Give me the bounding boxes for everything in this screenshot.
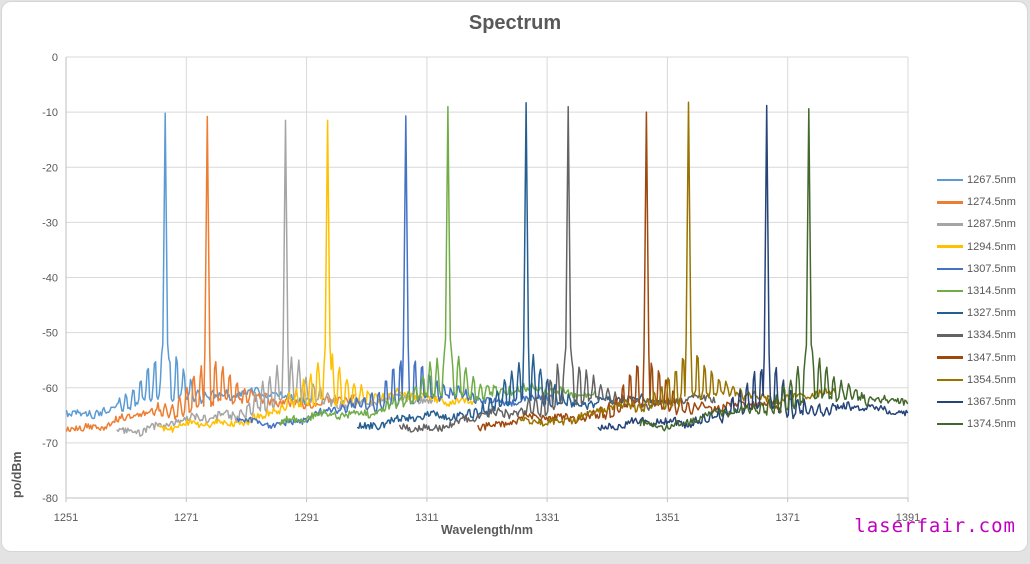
legend-swatch-line [937,289,963,293]
legend-swatch-line [937,311,963,315]
legend-swatch-line [937,223,963,226]
legend-swatch-line [937,378,963,382]
legend-label: 1307.5nm [967,262,1016,275]
x-tick-label: 1351 [655,512,679,524]
x-tick-label: 1371 [775,512,799,524]
legend-item: 1354.5nm [937,369,1029,391]
y-tick-label: -70 [42,438,58,450]
legend-item: 1314.5nm [937,280,1029,302]
series-line-1307.5nm [236,115,554,430]
legend-item: 1347.5nm [937,347,1029,369]
watermark: laserfair.com [854,515,1016,537]
series-line-1354.5nm [519,101,836,427]
legend-swatch-line [937,422,963,426]
legend-item: 1267.5nm [937,169,1029,191]
y-tick-label: -80 [42,493,58,505]
legend-label: 1327.5nm [967,307,1016,320]
legend-item: 1294.5nm [937,236,1029,258]
series-line-1294.5nm [158,119,476,433]
legend-item: 1374.5nm [937,413,1029,435]
legend-label: 1354.5nm [967,373,1016,386]
legend-item: 1367.5nm [937,391,1029,413]
legend-label: 1294.5nm [967,240,1016,253]
x-tick-label: 1291 [294,512,318,524]
legend-label: 1374.5nm [967,418,1016,431]
y-tick-label: -10 [42,107,58,119]
series-line-1374.5nm [639,108,909,432]
y-tick-label: -40 [42,273,58,285]
y-axis-label: po/dBm [10,451,24,498]
series-line-1274.5nm [65,115,355,433]
y-tick-label: -60 [42,383,58,395]
legend-swatch-line [937,400,963,404]
legend-swatch-line [937,201,963,204]
x-tick-label: 1311 [415,512,439,524]
legend-swatch-line [937,178,963,182]
legend: 1267.5nm 1274.5nm 1287.5nm 1294.5nm 1307.5nm… [937,169,1029,435]
x-tick-label: 1391 [896,512,920,524]
legend-item: 1287.5nm [937,213,1029,235]
legend-item: 1334.5nm [937,324,1029,346]
legend-item: 1274.5nm [937,191,1029,213]
legend-label: 1314.5nm [967,285,1016,298]
legend-label: 1267.5nm [967,174,1016,187]
legend-label: 1274.5nm [967,196,1016,209]
legend-label: 1367.5nm [967,395,1016,408]
spectrum-plot: 0 -10 -20 -30 -40 -50 -60 -70 -80 1251 1271 1291 131… [42,52,920,524]
chart-frame [1,1,1028,552]
chart-title: Spectrum [468,12,562,34]
legend-swatch-line [937,334,963,337]
legend-item: 1307.5nm [937,258,1029,280]
legend-item: 1327.5nm [937,302,1029,324]
legend-swatch-line [937,356,963,359]
legend-label: 1334.5nm [967,329,1016,342]
y-tick-label: -20 [42,162,58,174]
legend-label: 1287.5nm [967,218,1016,231]
x-axis-label: Wavelength/nm [441,523,533,537]
x-tick-label: 1331 [535,512,559,524]
x-tick-label: 1271 [174,512,198,524]
legend-swatch-line [937,245,963,248]
y-tick-label: -50 [42,328,58,340]
y-tick-label: 0 [52,52,58,64]
legend-swatch-line [937,267,963,271]
legend-label: 1347.5nm [967,351,1016,364]
y-tick-label: -30 [42,217,58,229]
x-tick-label: 1251 [54,512,78,524]
series-line-1267.5nm [65,112,313,420]
